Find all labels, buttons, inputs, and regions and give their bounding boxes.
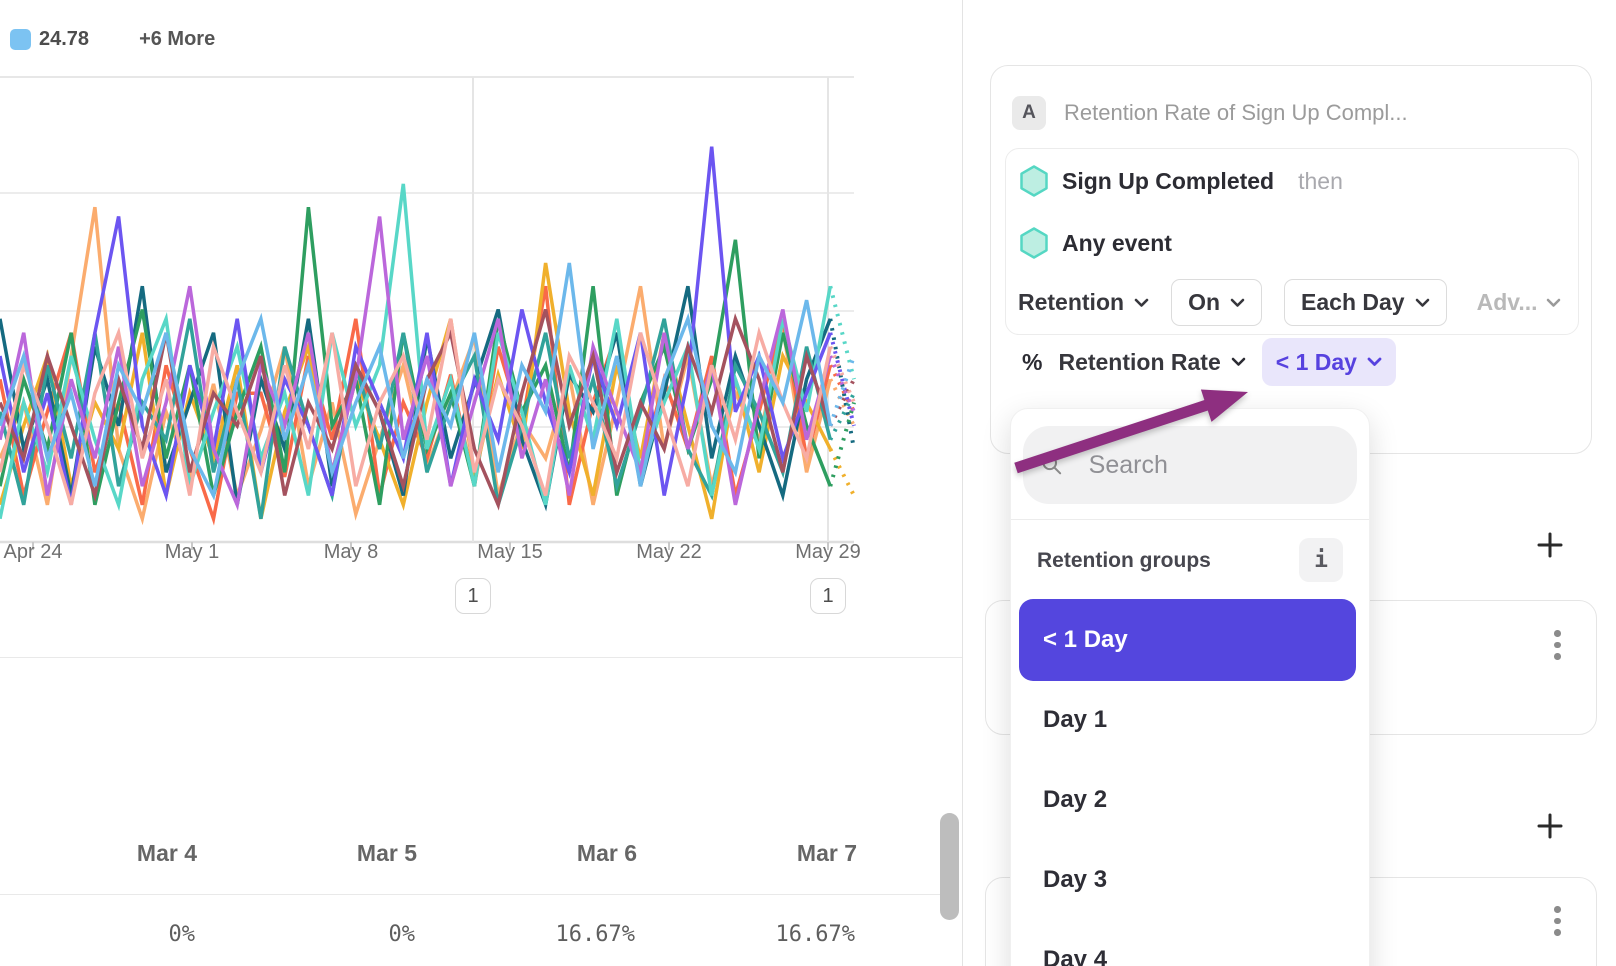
add-filter-button[interactable] [1535,530,1565,560]
table-cell-value: 16.67% [555,922,635,947]
info-icon[interactable]: i [1299,538,1343,582]
dropdown-item-day-3[interactable]: Day 3 [1043,866,1108,893]
table-value-row: 0% 0% 16.67% 16.67% [0,922,960,948]
dropdown-item-day-1[interactable]: Day 1 [1043,706,1108,733]
x-axis-ticks [32,542,829,550]
chart-legend: 24.78 +6 More [10,28,215,51]
plus-icon [1537,532,1563,558]
measure-dropdown[interactable]: Retention [1018,289,1149,316]
event-hexagon-icon [1020,165,1048,197]
x-axis-label: May 29 [795,541,861,563]
retention-bucket-chip[interactable]: < 1 Day [1261,338,1396,386]
interval-label: Each Day [1301,289,1405,315]
add-breakdown-button[interactable] [1535,811,1565,841]
table-column-header: Mar 6 [576,840,637,866]
percent-icon: % [1022,348,1043,375]
series-dotted-tail-cohort-amber [828,448,856,497]
series-line-cohort-pink [0,318,833,506]
legend-more-button[interactable]: +6 More [139,28,216,50]
series-line-cohort-turquoise [0,183,833,520]
x-axis-label: May 15 [477,541,543,563]
advanced-dropdown[interactable]: Adv... [1477,289,1561,316]
event-hexagon-icon [1020,227,1048,259]
advanced-label: Adv... [1476,289,1538,315]
x-axis-labels: Apr 24 May 1 May 8 May 15 May 22 May 29 [0,541,872,567]
chevron-down-icon [1415,298,1429,307]
series-line-cohort-sky-blue [0,262,833,501]
breakdown-card-menu-button[interactable] [1554,906,1561,936]
first-event-suffix: then [1298,167,1343,194]
x-axis-label: May 8 [323,541,379,563]
series-a-badge: A [1012,96,1046,130]
series-dotted-tail-cohort-orchid [828,355,856,413]
dropdown-item-day-4[interactable]: Day 4 [1043,946,1108,966]
search-input[interactable] [1086,449,1339,481]
chevron-down-icon [1546,298,1560,307]
table-column-header: Mar 4 [136,840,197,866]
table-cell-value: 0% [388,922,416,947]
retention-line-chart[interactable] [0,75,872,553]
x-axis-label: Apr 24 [3,541,63,563]
series-dotted-tail-cohort-pink [828,345,856,404]
table-column-header: Mar 5 [356,840,417,866]
x-axis-label: May 22 [636,541,702,563]
dropdown-divider [1011,519,1369,520]
annotation-count-badge[interactable]: 1 [455,578,491,614]
query-title[interactable]: Retention Rate of Sign Up Compl... [1064,100,1408,125]
table-header-row: Mar 4 Mar 5 Mar 6 Mar 7 [0,840,960,868]
retention-bucket-label: < 1 Day [1275,348,1357,375]
filter-card-menu-button[interactable] [1554,630,1561,660]
dropdown-item--1-day[interactable]: < 1 Day [1019,599,1356,681]
table-column-header: Mar 7 [796,840,857,866]
returning-event-name[interactable]: Any event [1062,229,1172,256]
retention-bucket-dropdown: Retention groups i < 1 Day Day 1 Day 2 Day … [1010,408,1370,966]
metric-label: Retention Rate [1058,348,1221,375]
retention-groups-label: Retention groups [1037,549,1211,572]
section-divider [0,657,962,658]
legend-value[interactable]: 24.78 [39,28,90,50]
dropdown-item-day-2[interactable]: Day 2 [1043,786,1108,813]
table-cell-value: 16.67% [775,922,855,947]
chevron-down-icon [1134,298,1149,307]
first-event-name[interactable]: Sign Up Completed [1062,167,1275,194]
chart-series-lines [0,146,856,526]
legend-swatch[interactable] [10,29,31,50]
chevron-down-icon [1230,298,1245,307]
measure-label: Retention [1018,289,1125,315]
x-axis-label: May 1 [164,541,220,563]
table-divider [0,894,941,895]
dropdown-search[interactable] [1023,426,1357,504]
chevron-down-icon [1231,357,1246,366]
chevron-down-icon [1367,357,1382,366]
on-label: On [1188,289,1221,315]
plus-icon [1537,813,1563,839]
series-dotted-tail-cohort-violet [828,332,856,427]
interval-dropdown-button[interactable]: Each Day [1284,279,1447,326]
table-cell-value: 0% [168,922,196,947]
panel-divider [962,0,963,966]
series-dotted-tail-cohort-turquoise [828,285,856,380]
metric-dropdown[interactable]: Retention Rate [1058,348,1246,376]
search-icon [1042,455,1062,475]
annotation-count-badge[interactable]: 1 [810,578,846,614]
on-dropdown-button[interactable]: On [1171,279,1263,326]
vertical-scrollbar-thumb[interactable] [940,813,959,920]
